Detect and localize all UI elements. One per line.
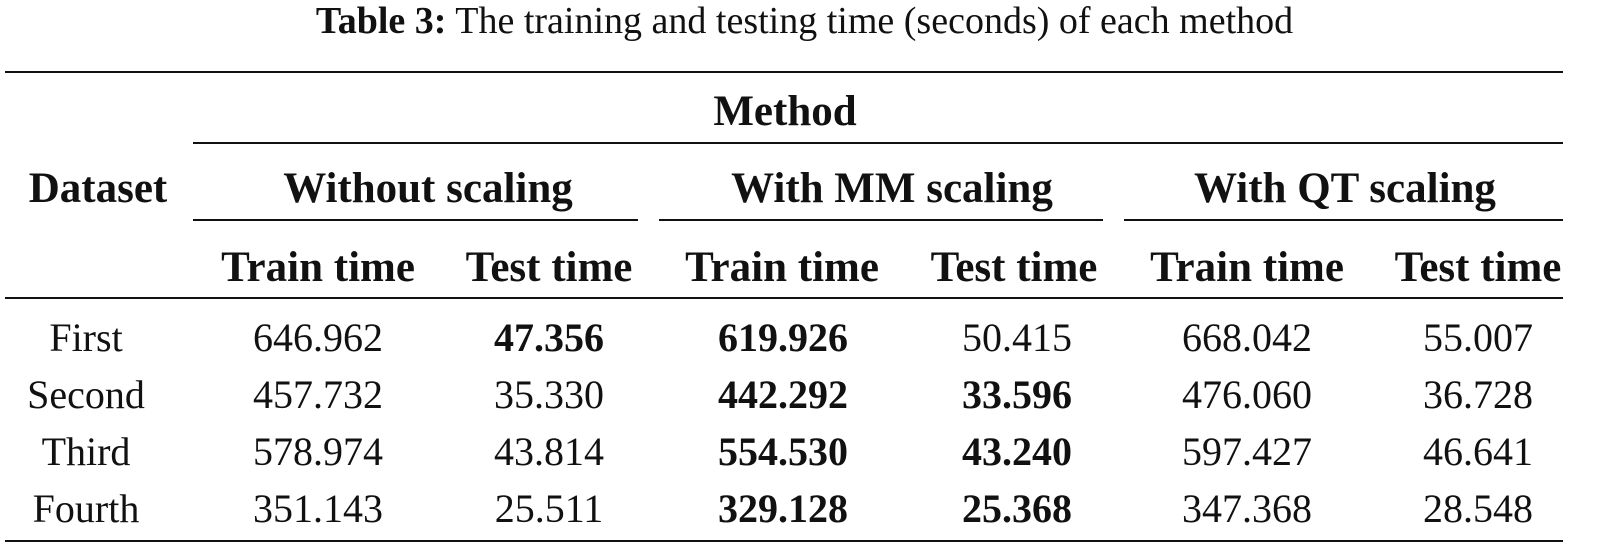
top-rule (5, 71, 1563, 73)
table-cell: 43.240 (962, 429, 1072, 474)
group-rule-qt-scaling (1124, 219, 1563, 221)
table-caption-text: The training and testing time (seconds) … (455, 0, 1294, 42)
row-dataset-label: First (49, 315, 123, 360)
table-cell: 554.530 (718, 429, 848, 474)
group-header-mm-scaling: With MM scaling (731, 165, 1053, 212)
table-cell: 43.814 (494, 429, 604, 474)
table-cell: 597.427 (1182, 429, 1312, 474)
group-rule-without-scaling (193, 219, 638, 221)
table-cell: 55.007 (1423, 315, 1533, 360)
table-cell: 50.415 (962, 315, 1072, 360)
table-cell: 476.060 (1182, 372, 1312, 417)
bottom-rule (5, 540, 1563, 542)
row-dataset-label: Third (41, 429, 131, 474)
table-cell: 578.974 (253, 429, 383, 474)
group-header-without-scaling: Without scaling (283, 165, 573, 212)
table-cell: 25.368 (962, 486, 1072, 531)
table-cell: 457.732 (253, 372, 383, 417)
table-caption: Table 3: The training and testing time (… (0, 2, 1609, 40)
table-cell: 442.292 (718, 372, 848, 417)
table-cell: 351.143 (253, 486, 383, 531)
subheader-train-time: Train time (221, 244, 415, 291)
subheader-test-time: Test time (465, 244, 633, 291)
method-rule (193, 142, 1563, 144)
table-cell: 47.356 (494, 315, 604, 360)
group-rule-mm-scaling (659, 219, 1103, 221)
table-cell: 36.728 (1423, 372, 1533, 417)
table-cell: 347.368 (1182, 486, 1312, 531)
subheader-train-time: Train time (685, 244, 879, 291)
row-dataset-label: Fourth (32, 486, 140, 531)
table-cell: 28.548 (1423, 486, 1533, 531)
subheader-train-time: Train time (1150, 244, 1344, 291)
header-dataset: Dataset (28, 165, 168, 212)
table-caption-label: Table 3: (315, 0, 447, 42)
row-dataset-label: Second (27, 372, 145, 417)
table-cell: 33.596 (962, 372, 1072, 417)
subheader-test-time: Test time (930, 244, 1098, 291)
header-rule (5, 297, 1563, 299)
table-cell: 35.330 (494, 372, 604, 417)
group-header-qt-scaling: With QT scaling (1194, 165, 1496, 212)
header-method: Method (713, 88, 857, 135)
table-cell: 329.128 (718, 486, 848, 531)
table-cell: 25.511 (494, 486, 604, 531)
table-cell: 668.042 (1182, 315, 1312, 360)
table-cell: 46.641 (1423, 429, 1533, 474)
table-cell: 646.962 (253, 315, 383, 360)
table-cell: 619.926 (718, 315, 848, 360)
subheader-test-time: Test time (1394, 244, 1562, 291)
